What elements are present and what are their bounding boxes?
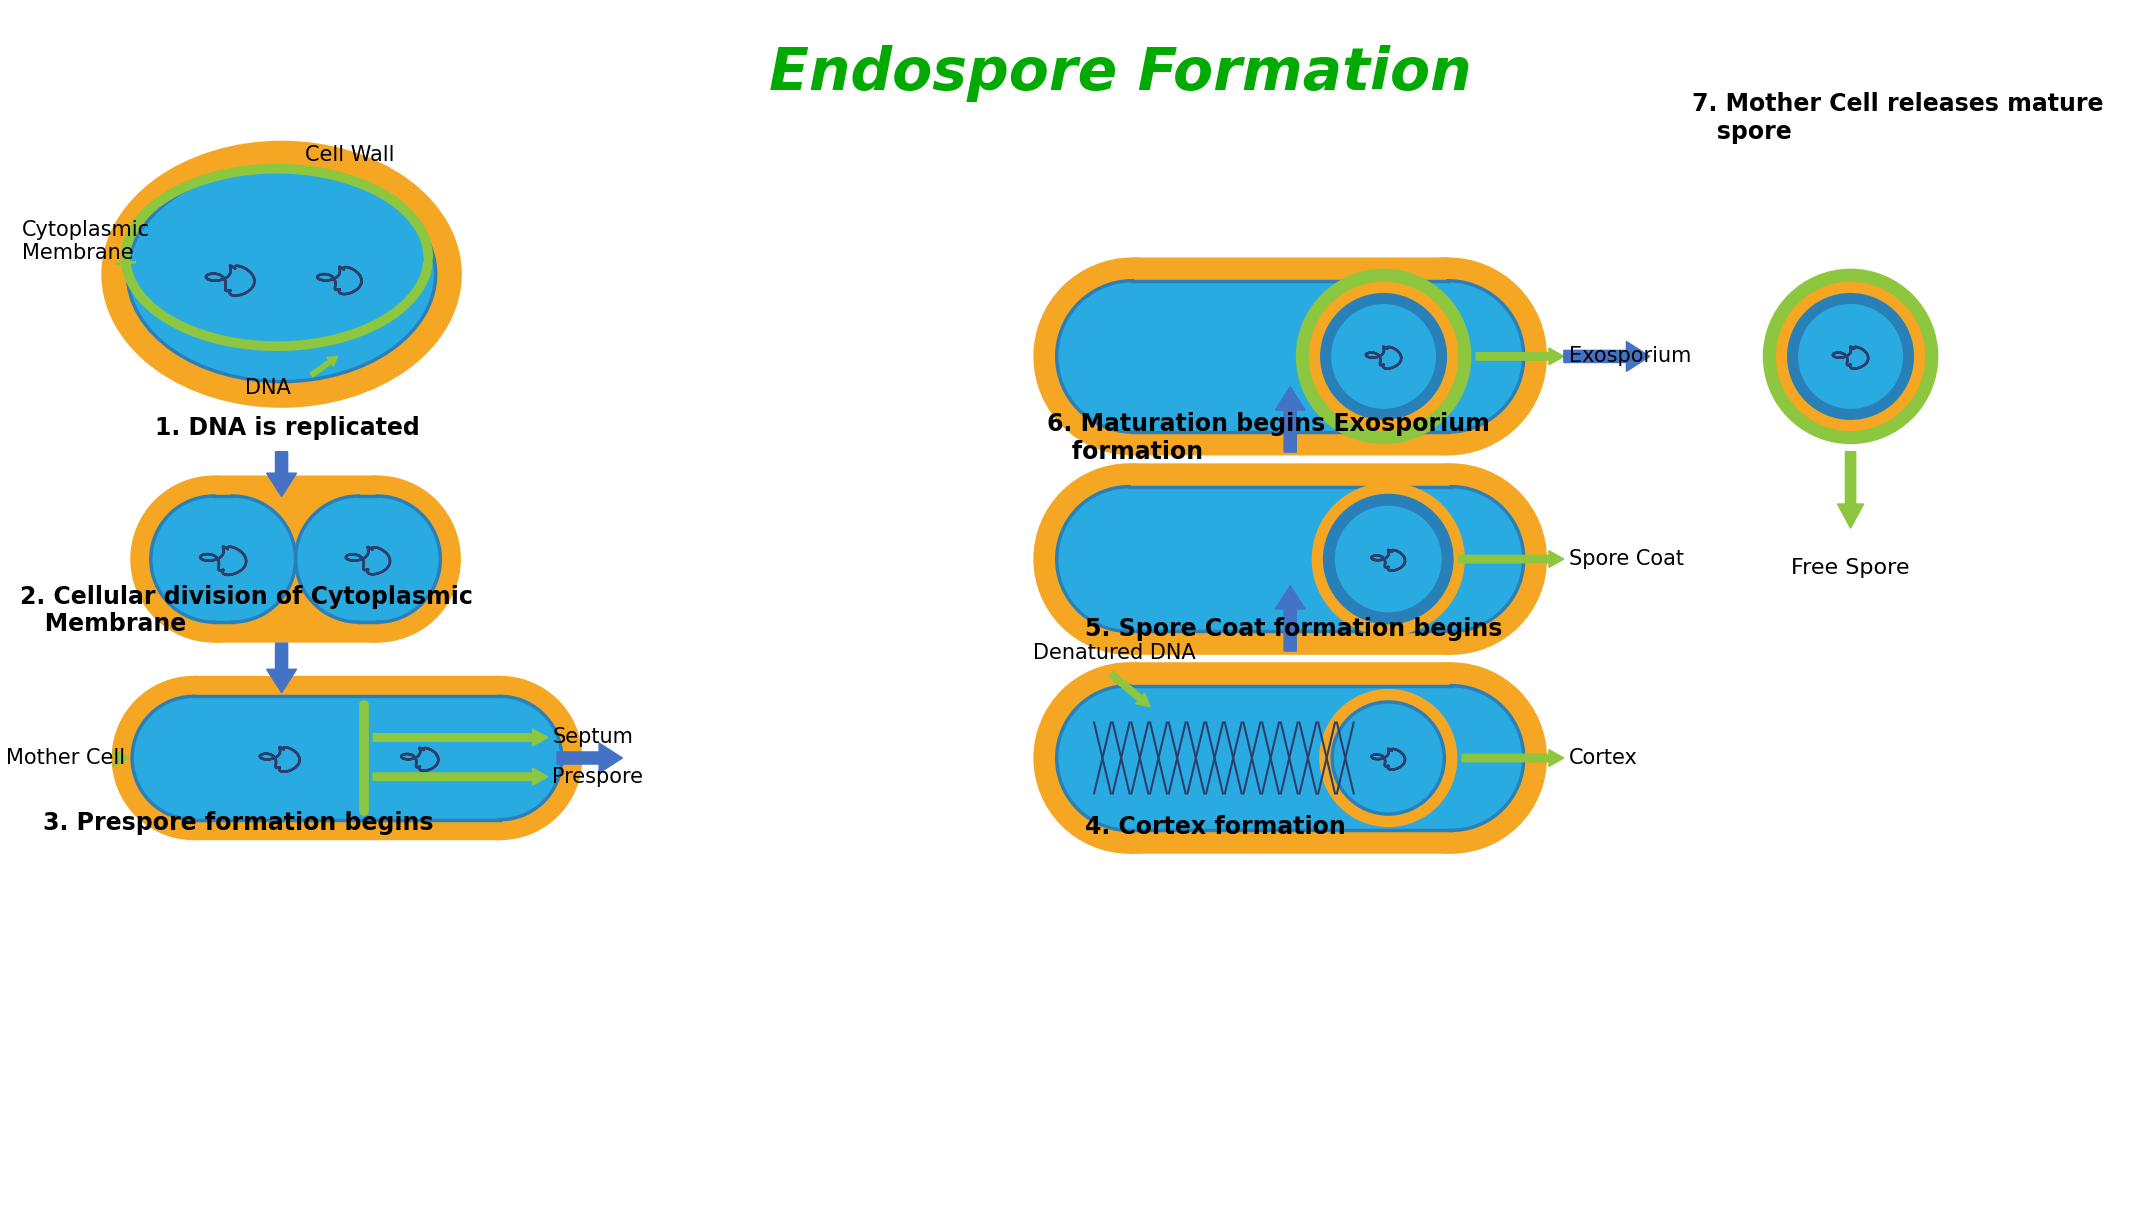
- Ellipse shape: [127, 167, 436, 381]
- Circle shape: [1296, 269, 1470, 444]
- FancyArrow shape: [1457, 551, 1563, 567]
- Circle shape: [112, 676, 276, 840]
- FancyArrow shape: [1108, 672, 1149, 707]
- Circle shape: [1319, 688, 1457, 828]
- Circle shape: [1777, 282, 1925, 431]
- Text: Free Spore: Free Spore: [1792, 558, 1910, 578]
- Circle shape: [1056, 686, 1201, 830]
- Circle shape: [438, 697, 563, 819]
- Circle shape: [1356, 662, 1548, 854]
- Circle shape: [1796, 302, 1904, 410]
- Circle shape: [1350, 258, 1548, 455]
- Text: Cytoplasmic
Membrane: Cytoplasmic Membrane: [22, 220, 151, 263]
- FancyArrow shape: [310, 357, 338, 378]
- FancyBboxPatch shape: [213, 476, 377, 643]
- FancyArrow shape: [1477, 348, 1563, 365]
- Text: Mother Cell: Mother Cell: [6, 748, 125, 768]
- FancyArrow shape: [116, 258, 136, 264]
- Circle shape: [1311, 483, 1464, 635]
- Ellipse shape: [101, 140, 461, 408]
- FancyArrow shape: [373, 768, 548, 785]
- FancyBboxPatch shape: [213, 496, 233, 622]
- FancyBboxPatch shape: [1132, 258, 1449, 455]
- Circle shape: [1033, 258, 1231, 455]
- Circle shape: [1332, 702, 1445, 814]
- FancyArrow shape: [1563, 341, 1649, 371]
- Text: 6. Maturation begins Exosporium
   formation: 6. Maturation begins Exosporium formatio…: [1048, 411, 1490, 463]
- Text: DNA: DNA: [244, 379, 291, 398]
- FancyArrow shape: [267, 451, 298, 496]
- Text: 4. Cortex formation: 4. Cortex formation: [1084, 816, 1345, 839]
- FancyArrow shape: [1462, 750, 1563, 766]
- Text: Prespore: Prespore: [552, 767, 642, 786]
- Text: 5. Spore Coat formation begins: 5. Spore Coat formation begins: [1084, 617, 1503, 641]
- Circle shape: [151, 496, 276, 622]
- Text: 7. Mother Cell releases mature
   spore: 7. Mother Cell releases mature spore: [1692, 92, 2104, 144]
- Text: Spore Coat: Spore Coat: [1570, 549, 1684, 569]
- Circle shape: [129, 476, 298, 643]
- Circle shape: [1056, 281, 1207, 432]
- Text: Endospore Formation: Endospore Formation: [770, 45, 1473, 102]
- Circle shape: [1319, 293, 1447, 420]
- FancyArrow shape: [556, 743, 623, 773]
- FancyArrow shape: [373, 730, 548, 745]
- FancyBboxPatch shape: [1130, 686, 1451, 830]
- Circle shape: [293, 476, 461, 643]
- Circle shape: [1373, 281, 1524, 432]
- Circle shape: [315, 496, 440, 622]
- Circle shape: [295, 496, 423, 622]
- FancyArrow shape: [114, 750, 129, 766]
- Text: Septum: Septum: [552, 727, 634, 748]
- FancyBboxPatch shape: [358, 496, 377, 622]
- Circle shape: [1309, 282, 1457, 431]
- Text: 1. DNA is replicated: 1. DNA is replicated: [155, 416, 420, 440]
- Circle shape: [1033, 662, 1225, 854]
- Circle shape: [418, 676, 582, 840]
- Circle shape: [132, 697, 254, 819]
- FancyArrow shape: [116, 261, 136, 269]
- Circle shape: [1056, 486, 1201, 632]
- FancyArrow shape: [267, 644, 298, 692]
- Circle shape: [170, 496, 295, 622]
- FancyBboxPatch shape: [1132, 281, 1449, 432]
- Text: 2. Cellular division of Cytoplasmic
   Membrane: 2. Cellular division of Cytoplasmic Memb…: [19, 584, 472, 636]
- Circle shape: [1332, 505, 1442, 615]
- Circle shape: [1380, 686, 1524, 830]
- FancyBboxPatch shape: [194, 697, 500, 819]
- Circle shape: [1764, 269, 1938, 444]
- Circle shape: [1033, 463, 1225, 655]
- Text: Exosporium: Exosporium: [1570, 346, 1690, 367]
- Circle shape: [1787, 293, 1915, 420]
- Circle shape: [1324, 494, 1453, 624]
- FancyArrow shape: [1837, 451, 1863, 529]
- Text: Denatured DNA: Denatured DNA: [1033, 644, 1197, 663]
- Text: Cortex: Cortex: [1570, 748, 1636, 768]
- FancyBboxPatch shape: [1130, 662, 1451, 854]
- Text: Cell Wall: Cell Wall: [304, 145, 395, 165]
- FancyBboxPatch shape: [1130, 486, 1451, 632]
- Circle shape: [1356, 463, 1548, 655]
- FancyArrow shape: [1274, 586, 1304, 651]
- FancyArrow shape: [1274, 387, 1304, 453]
- FancyBboxPatch shape: [194, 676, 500, 840]
- Circle shape: [1330, 302, 1438, 410]
- FancyBboxPatch shape: [1130, 463, 1451, 655]
- Text: 3. Prespore formation begins: 3. Prespore formation begins: [43, 812, 433, 835]
- Circle shape: [1380, 486, 1524, 632]
